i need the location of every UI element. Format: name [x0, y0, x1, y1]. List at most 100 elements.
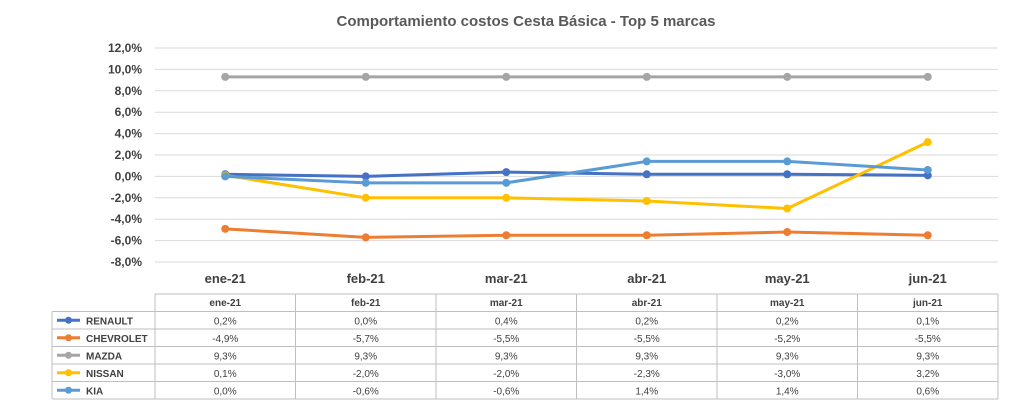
table-cell: 0,1%: [214, 369, 237, 380]
table-header-cell: jun-21: [912, 298, 943, 309]
series-line-nissan: [225, 140, 929, 210]
series-line-chevrolet: [225, 227, 928, 239]
gridlines: [155, 47, 998, 263]
table-header-cell: mar-21: [490, 298, 523, 309]
table-cell: -4,9%: [212, 334, 238, 345]
legend-label-nissan: NISSAN: [86, 369, 124, 380]
data-point-mazda: [783, 72, 792, 81]
table-header-cell: ene-21: [209, 298, 241, 309]
table-cell: -5,7%: [353, 334, 379, 345]
data-point-chevrolet: [361, 233, 370, 242]
y-tick-label: 8,0%: [115, 84, 143, 98]
x-tick-label: abr-21: [627, 271, 666, 286]
data-point-chevrolet: [221, 224, 230, 233]
table-cell: 9,3%: [635, 351, 658, 362]
data-point-chevrolet: [783, 228, 792, 237]
data-point-kia: [783, 157, 792, 166]
data-point-chevrolet: [923, 231, 932, 240]
y-tick-label: 4,0%: [115, 127, 143, 141]
y-tick-label: 0,0%: [115, 169, 143, 183]
data-table: ene-21 feb-21 mar-21 abr-21 may-21 jun-21 RENA…: [51, 293, 999, 400]
data-point-mazda: [642, 72, 651, 81]
x-tick-label: feb-21: [347, 271, 385, 286]
data-point-mazda: [923, 72, 932, 81]
table-cell: 9,3%: [916, 351, 939, 362]
data-point-kia: [502, 178, 511, 187]
table-cell: -0,6%: [353, 386, 379, 397]
table-cell: -5,5%: [634, 334, 660, 345]
data-point-renault: [783, 170, 792, 179]
y-tick-label: -2,0%: [111, 191, 143, 205]
table-cell: -0,6%: [493, 386, 519, 397]
table-cell: -2,3%: [634, 369, 660, 380]
x-tick-label: may-21: [765, 271, 810, 286]
y-tick-label: -8,0%: [111, 255, 143, 269]
table-cell: 0,0%: [214, 386, 237, 397]
data-point-kia: [221, 172, 230, 181]
legend-key-marker-mazda: [65, 351, 72, 359]
series-line-kia: [225, 159, 928, 185]
data-point-kia: [642, 157, 651, 166]
chart-title: Comportamiento costos Cesta Básica - Top…: [337, 13, 716, 30]
data-point-nissan: [361, 193, 370, 202]
legend-key-marker-nissan: [65, 369, 72, 377]
y-tick-label: 12,0%: [108, 41, 142, 55]
data-point-renault: [642, 170, 651, 179]
table-header-cell: may-21: [770, 298, 805, 309]
table-cell: 0,2%: [776, 316, 799, 327]
data-point-mazda: [361, 72, 370, 81]
legend-key-marker-renault: [65, 316, 72, 324]
data-point-mazda: [221, 72, 230, 81]
table-cell: 0,6%: [916, 386, 939, 397]
x-tick-label: ene-21: [205, 271, 246, 286]
data-point-nissan: [783, 204, 792, 213]
table-header-cell: feb-21: [351, 298, 381, 309]
legend-key-marker-chevrolet: [65, 334, 72, 342]
x-axis-ticks: ene-21 feb-21 mar-21 abr-21 may-21 jun-21: [205, 271, 947, 286]
table-cell: -2,0%: [493, 369, 519, 380]
table-cell: 0,2%: [635, 316, 658, 327]
table-cell: 0,4%: [495, 316, 518, 327]
data-point-nissan: [923, 138, 932, 147]
y-tick-label: 2,0%: [115, 148, 143, 162]
table-cell: -5,2%: [774, 334, 800, 345]
table-cell: -5,5%: [915, 334, 941, 345]
table-cell: -3,0%: [774, 369, 800, 380]
table-cell: 1,4%: [635, 386, 658, 397]
data-point-nissan: [642, 197, 651, 206]
table-cell: -2,0%: [353, 369, 379, 380]
x-tick-label: mar-21: [485, 271, 528, 286]
table-cell: 3,2%: [916, 369, 939, 380]
data-point-nissan: [502, 193, 511, 202]
table-cell: 9,3%: [214, 351, 237, 362]
data-point-chevrolet: [502, 231, 511, 240]
y-tick-label: -6,0%: [111, 234, 143, 248]
legend-label-mazda: MAZDA: [86, 351, 122, 362]
legend-label-chevrolet: CHEVROLET: [86, 334, 148, 345]
table-cell: 9,3%: [776, 351, 799, 362]
data-point-kia: [361, 178, 370, 187]
legend-key-marker-kia: [65, 386, 72, 394]
data-point-chevrolet: [642, 231, 651, 240]
table-cell: -5,5%: [493, 334, 519, 345]
legend-label-renault: RENAULT: [86, 316, 133, 327]
data-point-renault: [361, 172, 370, 181]
data-point-mazda: [502, 72, 511, 81]
table-cell: 9,3%: [495, 351, 518, 362]
legend-label-kia: KIA: [86, 386, 103, 397]
table-header-cell: abr-21: [632, 298, 662, 309]
table-cell: 9,3%: [354, 351, 377, 362]
y-axis-ticks: 12,0% 10,0% 8,0% 6,0% 4,0% 2,0% 0,0% -2,0% -4,0%…: [108, 41, 142, 269]
table-cell: 0,2%: [214, 316, 237, 327]
y-tick-label: 10,0%: [108, 62, 142, 76]
x-tick-label: jun-21: [908, 271, 947, 286]
table-cell: 0,1%: [916, 316, 939, 327]
y-tick-label: 6,0%: [115, 105, 143, 119]
table-cell: 0,0%: [354, 316, 377, 327]
data-point-renault: [502, 168, 511, 177]
data-point-kia: [923, 165, 932, 174]
y-tick-label: -4,0%: [111, 212, 143, 226]
table-cell: 1,4%: [776, 386, 799, 397]
series-lines: [221, 72, 932, 242]
